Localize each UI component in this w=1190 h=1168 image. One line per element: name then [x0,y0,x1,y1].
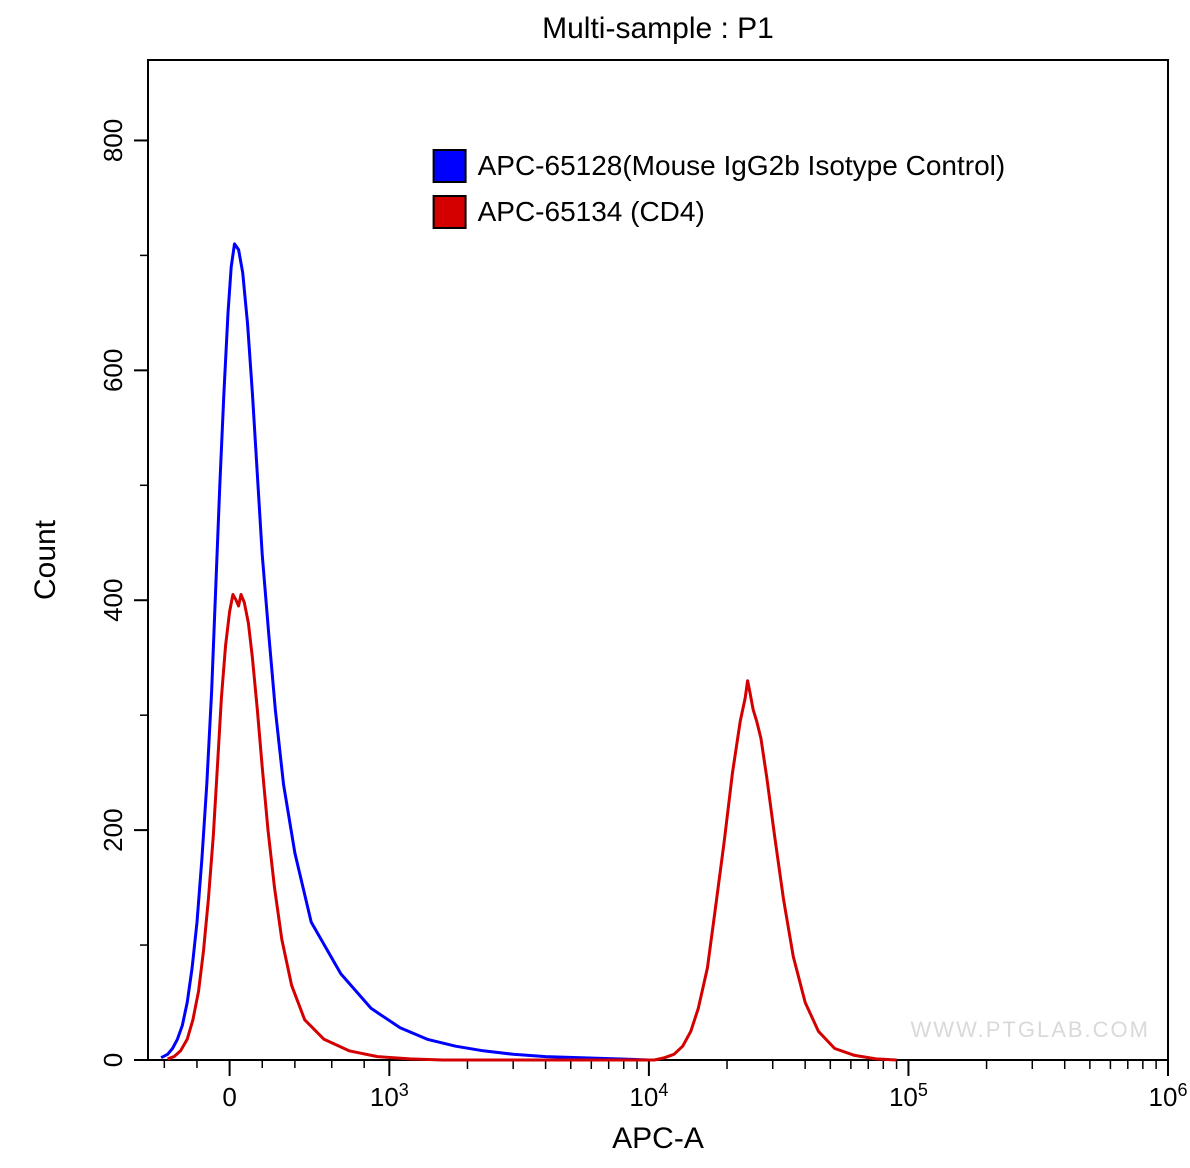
svg-text:400: 400 [98,579,128,622]
svg-text:104: 104 [629,1080,668,1112]
svg-text:105: 105 [889,1080,928,1112]
svg-text:600: 600 [98,349,128,392]
svg-text:0: 0 [222,1082,236,1112]
svg-text:Count: Count [29,519,62,600]
flow-cytometry-histogram: Multi-sample : P1 0 200 400 600 800 Count 0 103 1… [0,0,1190,1168]
chart-svg: Multi-sample : P1 0 200 400 600 800 Count 0 103 1… [0,0,1190,1168]
svg-text:106: 106 [1149,1080,1188,1112]
svg-text:APC-65134 (CD4): APC-65134 (CD4) [478,196,705,227]
svg-text:0: 0 [98,1053,128,1067]
svg-text:APC-A: APC-A [612,1122,704,1155]
svg-text:APC-65128(Mouse IgG2b Isotype: APC-65128(Mouse IgG2b Isotype Control) [478,150,1006,181]
svg-text:Multi-sample : P1: Multi-sample : P1 [542,12,774,45]
svg-text:200: 200 [98,808,128,851]
svg-text:800: 800 [98,119,128,162]
svg-text:103: 103 [370,1080,409,1112]
